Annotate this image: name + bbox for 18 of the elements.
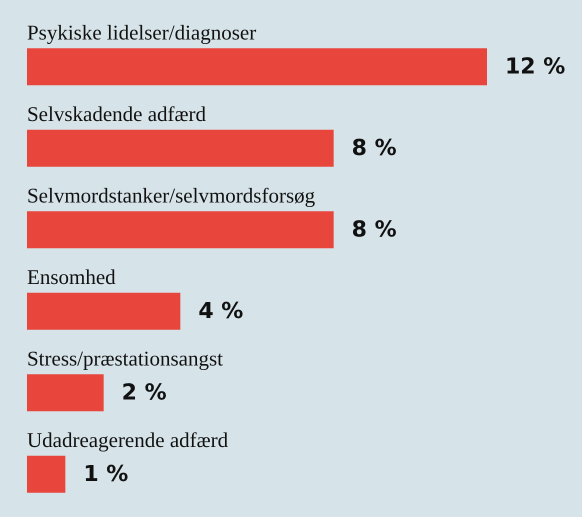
data-label: 2 % [122, 380, 167, 406]
y-tick-label: Selvmordstanker/selvmordsforsøg [27, 183, 316, 208]
y-tick-label: Udadreagerende adfærd [27, 428, 229, 452]
bar [27, 211, 334, 248]
y-tick-label: Ensomhed [27, 264, 116, 289]
y-tick-label: Stress/præstationsangst [27, 346, 224, 370]
bar [27, 48, 487, 86]
bar [27, 292, 180, 330]
y-tick-label: Selvskadende adfærd [27, 102, 207, 126]
data-label: 1 % [83, 462, 128, 487]
data-label: 8 % [352, 217, 397, 242]
data-label: 8 % [352, 136, 397, 161]
bar [27, 456, 66, 493]
data-label: 4 % [198, 298, 244, 324]
bar [27, 374, 104, 412]
y-tick-label: Psykiske lidelser/diagnoser [27, 20, 256, 44]
data-label: 12 % [505, 54, 566, 80]
bar [27, 130, 334, 167]
